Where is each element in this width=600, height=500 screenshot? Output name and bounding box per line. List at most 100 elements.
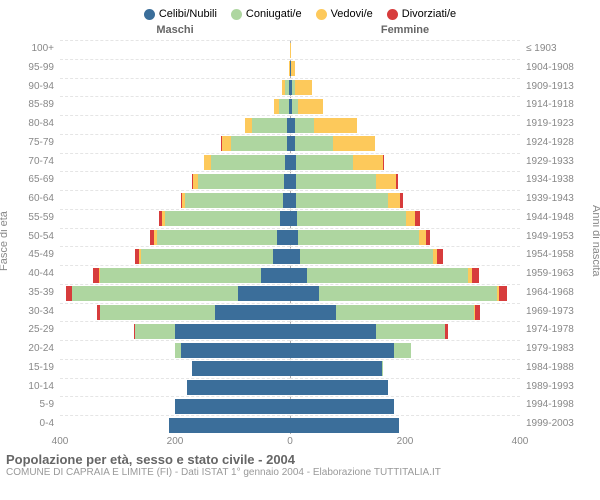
bar-male [135,249,290,264]
bar-female [290,43,291,58]
bar-female [290,99,323,114]
bar-female [290,230,430,245]
birth-years-label: 1954-1958 [526,246,600,265]
age-label: 45-49 [0,246,54,265]
birth-years-label: 1919-1923 [526,115,600,134]
age-label: 65-69 [0,171,54,190]
age-label: 90-94 [0,78,54,97]
segment [187,380,291,395]
segment [336,305,474,320]
pyramid-row: 75-791924-1928 [60,134,520,153]
segment [290,399,394,414]
pyramid-row: 60-641939-1943 [60,190,520,209]
birth-years-label: ≤ 1903 [526,40,600,59]
segment [353,155,383,170]
legend: Celibi/Nubili Coniugati/e Vedovi/e Divorzia… [0,0,600,24]
pyramid-row: 100+≤ 1903 [60,40,520,59]
bar-male [192,361,290,376]
pyramid-row: 90-941909-1913 [60,78,520,97]
segment [175,399,290,414]
age-label: 5-9 [0,396,54,415]
segment [215,305,290,320]
segment [376,324,445,339]
birth-years-label: 1999-2003 [526,415,600,434]
segment [295,136,333,151]
bar-female [290,118,357,133]
bar-female [290,136,375,151]
segment [238,286,290,301]
age-label: 30-34 [0,303,54,322]
age-label: 55-59 [0,209,54,228]
segment [192,361,290,376]
age-label: 60-64 [0,190,54,209]
bar-female [290,61,295,76]
segment [475,305,480,320]
segment [72,286,239,301]
age-label: 35-39 [0,284,54,303]
bar-female [290,418,399,433]
birth-years-label: 1959-1963 [526,265,600,284]
x-axis: 4002000200400 [60,434,520,452]
pyramid-row: 95-991904-1908 [60,59,520,78]
bar-male [97,305,290,320]
bar-female [290,380,388,395]
segment [290,211,297,226]
legend-item: Divorziati/e [387,8,456,20]
segment [319,286,497,301]
pyramid-row: 35-391964-1968 [60,284,520,303]
segment [291,61,294,76]
age-label: 80-84 [0,115,54,134]
legend-item: Celibi/Nubili [144,8,217,20]
segment [297,211,406,226]
header-female: Femmine [290,24,520,40]
segment [396,174,398,189]
age-label: 40-44 [0,265,54,284]
legend-swatch [387,9,398,20]
pyramid-row: 65-691934-1938 [60,171,520,190]
segment [185,193,283,208]
segment [100,305,215,320]
birth-years-label: 1984-1988 [526,359,600,378]
segment [211,155,286,170]
chart-subtitle: COMUNE DI CAPRAIA E LIMITE (FI) - Dati I… [6,467,594,478]
segment [135,324,175,339]
bar-female [290,268,479,283]
x-axis-tick: 0 [287,436,293,447]
segment [290,230,298,245]
age-label: 25-29 [0,321,54,340]
segment [181,343,290,358]
segment [141,249,273,264]
segment [290,286,319,301]
birth-years-label: 1914-1918 [526,96,600,115]
x-axis-tick: 400 [52,436,69,447]
segment [290,324,376,339]
segment [406,211,415,226]
legend-item: Coniugati/e [231,8,302,20]
segment [388,193,401,208]
bar-male [187,380,291,395]
segment [277,230,290,245]
segment [157,230,278,245]
bar-male [134,324,290,339]
segment [296,174,377,189]
legend-label: Vedovi/e [331,8,373,20]
birth-years-label: 1949-1953 [526,228,600,247]
segment [290,43,291,58]
bar-female [290,211,420,226]
segment [231,136,286,151]
bar-male [169,418,290,433]
bar-female [290,174,398,189]
pyramid-row: 30-341969-1973 [60,303,520,322]
bar-female [290,249,443,264]
age-label: 75-79 [0,134,54,153]
bar-male [282,80,290,95]
legend-item: Vedovi/e [316,8,373,20]
segment [290,418,399,433]
bar-male [204,155,290,170]
legend-swatch [231,9,242,20]
age-label: 85-89 [0,96,54,115]
segment [290,249,300,264]
segment [222,136,231,151]
segment [295,80,312,95]
chart-area: 100+≤ 190395-991904-190890-941909-1913 85… [0,40,600,434]
